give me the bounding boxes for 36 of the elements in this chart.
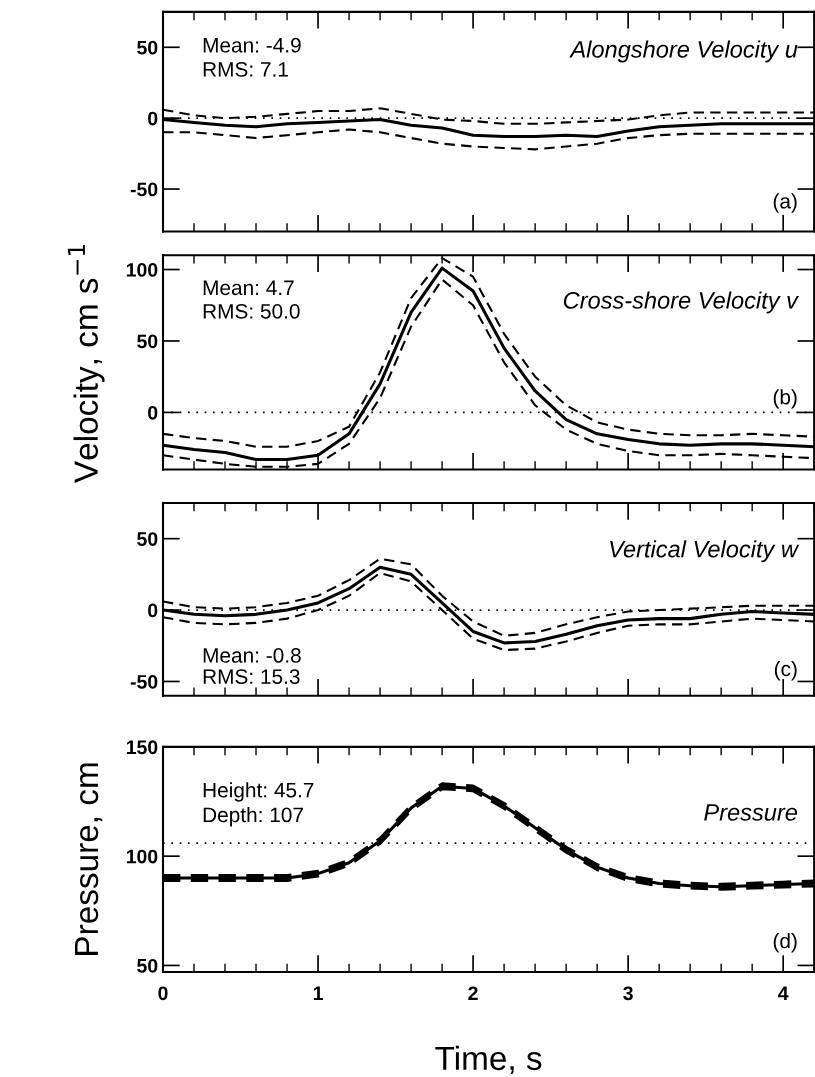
annotation: (d) [773, 933, 797, 953]
y-tick-label: 100 [126, 849, 158, 864]
y-axis-title: Pressure, cm [75, 763, 103, 955]
text: Vertical Velocity w [610, 540, 800, 563]
y-tick-label: 0 [148, 603, 158, 618]
x-tick-label: 3 [623, 986, 633, 1001]
text: Alongshore Velocity u [569, 40, 798, 63]
text: Pressure [704, 804, 798, 821]
annotation: RMS: 15.3 [203, 669, 300, 684]
y-axis-title: Velocity, cm s$^{−1}$ [67, 244, 105, 483]
x-tick-label: 4 [778, 986, 789, 1000]
annotation: Depth: 107 [203, 806, 303, 827]
y-tick-label: 0 [148, 111, 158, 126]
y-tick-label: 50 [137, 532, 158, 546]
x-tick-label: 2 [468, 986, 478, 1000]
annotation: (c) [774, 660, 797, 681]
annotation: RMS: 7.1 [203, 62, 288, 77]
y-tick-label: 50 [137, 40, 158, 55]
annotation: (a) [773, 193, 797, 213]
annotation: (b) [773, 389, 797, 409]
x-tick-label: 1 [313, 986, 323, 1000]
y-tick-label: 50 [137, 334, 158, 349]
annotation: Mean: -4.9 [203, 37, 301, 53]
y-tick-label: 0 [148, 405, 158, 420]
y-tick-label: 150 [126, 740, 158, 755]
x-axis-title: Time, s [435, 1045, 542, 1075]
text: Cross-shore Velocity v [563, 291, 800, 314]
x-tick-label: 0 [158, 986, 168, 1001]
annotation: Mean: -0.8 [203, 648, 301, 663]
y-tick-label: -50 [130, 182, 158, 197]
annotation: RMS: 50.0 [203, 303, 300, 319]
y-tick-label: 50 [137, 958, 158, 973]
y-tick-label: -50 [130, 674, 158, 689]
annotation: Mean: 4.7 [203, 280, 294, 296]
y-tick-label: 100 [126, 263, 158, 277]
annotation: Height: 45.7 [203, 782, 314, 802]
